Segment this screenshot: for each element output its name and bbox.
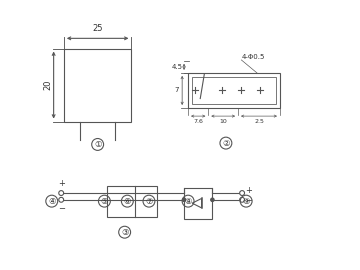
Circle shape [240, 197, 244, 202]
Bar [107, 186, 157, 217]
Circle shape [211, 198, 214, 201]
Text: 7: 7 [174, 87, 179, 93]
Bar [192, 77, 276, 104]
Text: ⑦: ⑦ [145, 197, 153, 206]
Circle shape [240, 191, 244, 195]
Text: 4-Φ0.5: 4-Φ0.5 [241, 54, 265, 60]
Text: 20: 20 [43, 80, 52, 90]
Bar [188, 73, 280, 108]
Text: ⑧: ⑧ [184, 197, 192, 206]
Bar [64, 49, 131, 122]
Text: ③: ③ [121, 228, 129, 237]
Text: +: + [58, 179, 65, 188]
Text: ④: ④ [48, 197, 55, 206]
Circle shape [183, 198, 186, 201]
Text: 4.5: 4.5 [172, 64, 183, 70]
Text: 7.6: 7.6 [193, 119, 203, 124]
Text: ⑨: ⑨ [242, 197, 250, 206]
Circle shape [59, 191, 64, 195]
Text: 10: 10 [219, 119, 227, 124]
Text: 25: 25 [93, 25, 103, 33]
Text: ①: ① [94, 140, 102, 149]
Bar [184, 188, 212, 219]
Text: +: + [246, 186, 252, 195]
Text: ②: ② [222, 139, 230, 148]
Text: ⑥: ⑥ [123, 197, 131, 206]
Text: −: − [58, 204, 65, 213]
Text: ⑤: ⑤ [101, 197, 108, 206]
Circle shape [59, 197, 64, 202]
Text: −: − [246, 196, 252, 205]
Text: 2.5: 2.5 [254, 119, 264, 124]
